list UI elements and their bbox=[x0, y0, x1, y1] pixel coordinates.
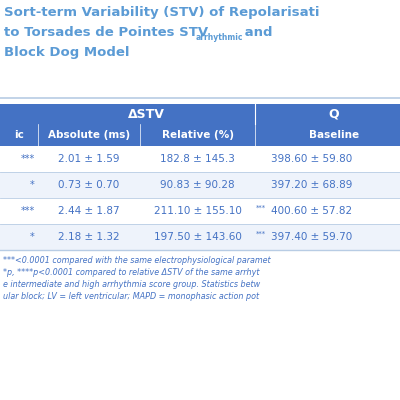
Text: 400.60 ± 57.82: 400.60 ± 57.82 bbox=[271, 206, 352, 216]
Text: Absolute (ms): Absolute (ms) bbox=[48, 130, 130, 140]
Text: ular block; LV = left ventricular; MAPD = monophasic action pot: ular block; LV = left ventricular; MAPD … bbox=[3, 292, 259, 301]
Text: 397.20 ± 68.89: 397.20 ± 68.89 bbox=[271, 180, 352, 190]
Text: e intermediate and high arrhythmia score group. Statistics betw: e intermediate and high arrhythmia score… bbox=[3, 280, 260, 289]
Text: 2.44 ± 1.87: 2.44 ± 1.87 bbox=[58, 206, 120, 216]
Text: ***: *** bbox=[21, 154, 35, 164]
Text: 398.60 ± 59.80: 398.60 ± 59.80 bbox=[271, 154, 352, 164]
Text: 197.50 ± 143.60: 197.50 ± 143.60 bbox=[154, 232, 242, 242]
Text: *: * bbox=[30, 180, 35, 190]
Text: Block Dog Model: Block Dog Model bbox=[4, 46, 130, 59]
Bar bbox=[0, 172, 400, 198]
Text: 2.18 ± 1.32: 2.18 ± 1.32 bbox=[58, 232, 120, 242]
Text: ic: ic bbox=[14, 130, 24, 140]
Text: 0.73 ± 0.70: 0.73 ± 0.70 bbox=[58, 180, 120, 190]
Text: 90.83 ± 90.28: 90.83 ± 90.28 bbox=[160, 180, 235, 190]
Bar bbox=[0, 224, 400, 250]
Text: Relative (%): Relative (%) bbox=[162, 130, 234, 140]
Text: Q: Q bbox=[329, 108, 339, 120]
Bar bbox=[0, 124, 400, 146]
Text: *p, ****p<0.0001 compared to relative ΔSTV of the same arrhyt: *p, ****p<0.0001 compared to relative ΔS… bbox=[3, 268, 260, 277]
Text: to Torsades de Pointes STV: to Torsades de Pointes STV bbox=[4, 26, 208, 39]
Bar bbox=[0, 104, 400, 124]
Text: arrhythmic: arrhythmic bbox=[196, 33, 244, 42]
Text: 397.40 ± 59.70: 397.40 ± 59.70 bbox=[271, 232, 352, 242]
Text: ***<0.0001 compared with the same electrophysiological paramet: ***<0.0001 compared with the same electr… bbox=[3, 256, 271, 265]
Text: 211.10 ± 155.10: 211.10 ± 155.10 bbox=[154, 206, 242, 216]
Text: and: and bbox=[240, 26, 277, 39]
Bar bbox=[0, 146, 400, 172]
Text: Baseline: Baseline bbox=[309, 130, 359, 140]
Text: ***: *** bbox=[256, 205, 266, 211]
Text: *: * bbox=[30, 232, 35, 242]
Text: ***: *** bbox=[256, 231, 266, 237]
Text: ΔSTV: ΔSTV bbox=[128, 108, 165, 120]
Text: 2.01 ± 1.59: 2.01 ± 1.59 bbox=[58, 154, 120, 164]
Text: 182.8 ± 145.3: 182.8 ± 145.3 bbox=[160, 154, 235, 164]
Bar bbox=[0, 198, 400, 224]
Text: Sort-term Variability (STV) of Repolarisati: Sort-term Variability (STV) of Repolaris… bbox=[4, 6, 320, 19]
Text: ***: *** bbox=[21, 206, 35, 216]
